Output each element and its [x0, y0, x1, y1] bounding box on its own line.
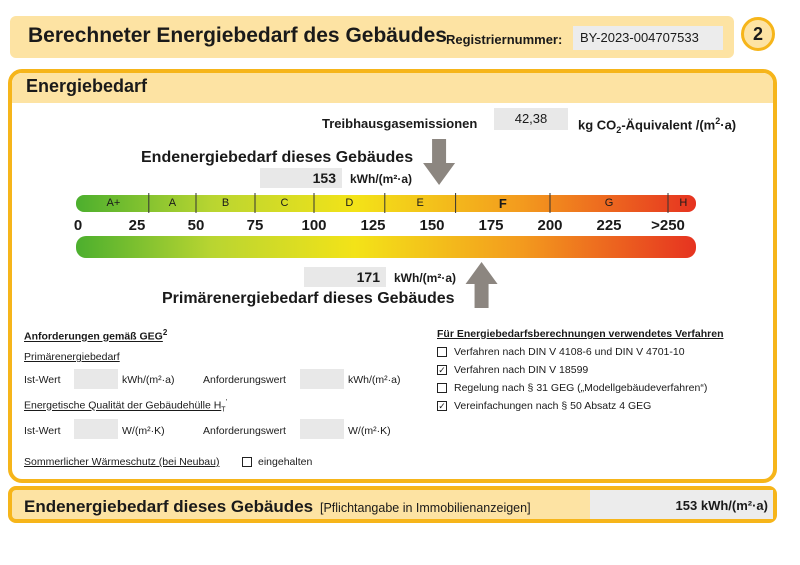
registration-label: Registriernummer: [446, 32, 563, 47]
energy-scale [76, 139, 696, 308]
scale-tick-label: 25 [128, 217, 146, 234]
envelope-ist-unit: W/(m²·K) [122, 425, 165, 437]
method-checkbox[interactable] [437, 383, 447, 393]
final-energy-value-field: 153 [260, 168, 342, 188]
energy-class-label: B [221, 197, 230, 209]
primary-energy-arrow [465, 262, 498, 308]
footer-value: 153 kWh/(m²·a) [675, 498, 768, 513]
footer-value-field [590, 490, 773, 519]
final-energy-arrow [423, 139, 456, 185]
energy-class-label: D [345, 197, 354, 209]
primary-energy-unit: kWh/(m²·a) [394, 271, 456, 285]
envelope-req-unit: W/(m²·K) [348, 425, 391, 437]
envelope-req-field[interactable] [300, 419, 344, 439]
final-energy-unit: kWh/(m²·a) [350, 172, 412, 186]
energy-class-label: A [168, 197, 177, 209]
primary-req-label: Anforderungswert [203, 374, 286, 386]
scale-tick-label: 75 [246, 217, 264, 234]
primary-requirement-subheading: Primärenergiebedarf [24, 351, 120, 363]
primary-ist-unit: kWh/(m²·a) [122, 374, 175, 386]
primary-energy-heading: Primärenergiebedarf dieses Gebäudes [162, 290, 455, 307]
energy-class-label: A+ [106, 197, 121, 209]
section-header [12, 73, 773, 103]
page-number-badge: 2 [741, 17, 775, 51]
scale-tick-label: >250 [651, 217, 685, 234]
energy-class-label: G [604, 197, 614, 209]
scale-tick-label: 100 [301, 217, 327, 234]
primary-req-field[interactable] [300, 369, 344, 389]
scale-tick-label: 125 [360, 217, 386, 234]
envelope-req-label: Anforderungswert [203, 425, 286, 437]
scale-tick-label: 0 [73, 217, 83, 234]
method-label: Verfahren nach DIN V 18599 [454, 364, 589, 376]
scale-tick-label: 200 [537, 217, 563, 234]
method-checkbox[interactable] [437, 347, 447, 357]
page-title: Berechneter Energiebedarf des Gebäudes [28, 24, 447, 47]
scale-tick-label: 50 [187, 217, 205, 234]
emissions-value-field: 42,38 [494, 108, 568, 130]
scale-tick-label: 150 [419, 217, 445, 234]
method-label: Verfahren nach DIN V 4108-6 und DIN V 47… [454, 346, 685, 358]
method-label: Regelung nach § 31 GEG („Modellgebäudeve… [454, 382, 708, 394]
class-band [76, 195, 696, 212]
scale-tick-label: 175 [478, 217, 504, 234]
section-title: Energiebedarf [26, 76, 148, 96]
methods-heading: Für Energiebedarfsberechnungen verwendet… [437, 328, 724, 340]
method-checkbox[interactable]: ✓ [437, 365, 447, 375]
energy-class-label: C [280, 197, 289, 209]
energy-class-label: F [498, 196, 507, 211]
scale-tick-label: 225 [596, 217, 622, 234]
summer-protection-label: Sommerlicher Wärmeschutz (bei Neubau) [24, 456, 220, 468]
energy-class-label: E [416, 197, 424, 209]
emissions-label: Treibhausgasemissionen [322, 116, 478, 131]
primary-energy-value-field: 171 [304, 267, 386, 287]
primary-req-unit: kWh/(m²·a) [348, 374, 401, 386]
summer-protection-check-label: eingehalten [258, 456, 313, 468]
primary-ist-label: Ist-Wert [24, 374, 61, 386]
requirements-heading: Anforderungen gemäß GEG2 [24, 328, 168, 343]
emissions-unit: kg CO2-Äquivalent /(m2·a) [578, 116, 737, 135]
footer-note: [Pflichtangabe in Immobilienanzeigen] [320, 501, 531, 515]
energy-demand-panel: Energiebedarf [8, 69, 777, 483]
method-label: Vereinfachungen nach § 50 Absatz 4 GEG [454, 400, 652, 412]
footer-title: Endenergiebedarf dieses Gebäudes [24, 497, 314, 516]
envelope-heading: Energetische Qualität der Gebäudehülle H… [24, 399, 227, 414]
method-checkbox[interactable]: ✓ [437, 401, 447, 411]
envelope-ist-label: Ist-Wert [24, 425, 61, 437]
primary-ist-field[interactable] [74, 369, 118, 389]
class-dividers [148, 193, 669, 213]
energy-class-label: H [679, 197, 688, 209]
scale-band [76, 236, 696, 258]
summer-protection-checkbox[interactable] [242, 457, 252, 467]
final-energy-heading: Endenergiebedarf dieses Gebäudes [141, 149, 414, 166]
registration-number-field: BY-2023-004707533 [573, 26, 723, 50]
envelope-ist-field[interactable] [74, 419, 118, 439]
